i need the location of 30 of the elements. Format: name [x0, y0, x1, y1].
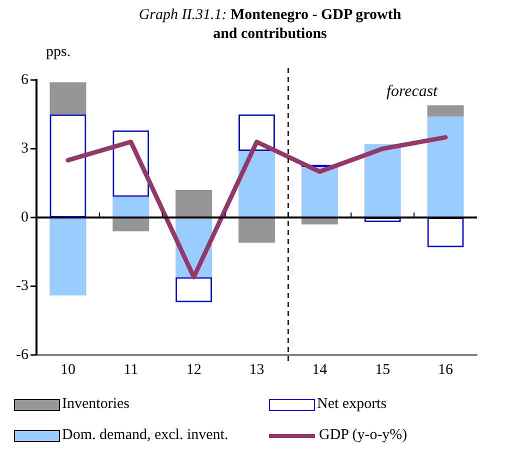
- x-tick-label: 12: [186, 362, 202, 378]
- y-axis-title: pps.: [46, 44, 71, 60]
- bar: [301, 167, 338, 218]
- bar: [50, 218, 86, 296]
- bar: [364, 144, 401, 218]
- bar: [238, 151, 275, 218]
- y-tick-label: 3: [20, 140, 28, 157]
- legend-label: GDP (y-o-y%): [318, 427, 408, 444]
- bar: [427, 105, 464, 117]
- bar: [112, 196, 150, 218]
- bar: [112, 218, 150, 232]
- x-tick-label: 16: [438, 362, 454, 378]
- x-tick-label: 15: [375, 362, 390, 378]
- x-tick-label: 11: [124, 362, 138, 378]
- bar: [176, 190, 212, 218]
- legend-label: Dom. demand, excl. invent.: [61, 427, 230, 444]
- y-tick-label: 0: [20, 209, 28, 226]
- x-tick-label: 10: [60, 362, 76, 378]
- chart-title: Graph II.31.1: Montenegro - GDP growth and contributions: [138, 6, 402, 44]
- y-tick-label: 6: [20, 72, 29, 88]
- bar: [427, 116, 464, 218]
- legend-label: Net exports: [316, 396, 388, 413]
- annotation: forecast: [386, 83, 438, 100]
- bar: [238, 218, 275, 243]
- x-tick-label: 14: [312, 362, 328, 378]
- bar: [50, 82, 86, 114]
- x-tick-label: 13: [249, 362, 264, 378]
- y-tick-label: -3: [16, 278, 28, 294]
- y-tick-label: -6: [16, 346, 29, 363]
- legend-label: Inventories: [61, 396, 130, 413]
